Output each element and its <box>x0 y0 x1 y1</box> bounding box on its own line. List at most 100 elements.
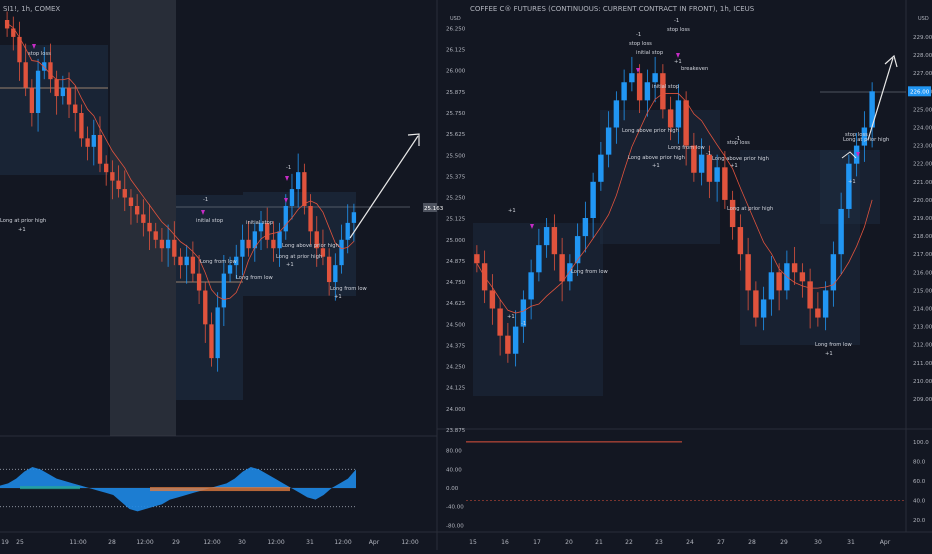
right-annotation: Long at prior high <box>727 206 773 212</box>
left-candle <box>159 239 165 249</box>
trade-zone-left-0 <box>0 45 108 175</box>
left-time-tick: 12:00 <box>203 539 220 546</box>
center-price-tick: 24.750 <box>446 280 466 286</box>
right-current-price: 226.00 <box>910 89 930 95</box>
right-candle <box>590 181 596 218</box>
center-price-tick: 25.125 <box>446 217 466 223</box>
left-candle <box>289 189 295 206</box>
left-annotation: initial stop <box>246 220 274 226</box>
left-candle <box>134 205 140 215</box>
left-candle <box>277 231 282 249</box>
right-annotation: -1 <box>735 136 740 142</box>
left-candle <box>165 239 171 249</box>
center-osc-tick: 0.00 <box>446 486 459 492</box>
left-candle <box>4 20 10 29</box>
right-time-tick: 23 <box>655 539 663 546</box>
right-candle <box>698 154 705 173</box>
left-candle <box>203 290 208 325</box>
left-candle <box>91 134 96 147</box>
center-price-tick: 23.875 <box>446 428 466 434</box>
right-price-tick: 215.00 <box>913 288 932 294</box>
left-time-tick: 19 <box>1 539 9 546</box>
left-moving-average <box>6 23 355 300</box>
right-annotation: initial stop <box>636 50 664 56</box>
left-annotation: +1 <box>286 262 294 268</box>
left-candle <box>35 70 41 113</box>
right-annotation: +1 <box>674 59 682 65</box>
right-candle <box>543 227 550 246</box>
right-candle <box>512 326 519 354</box>
right-moving-average <box>476 93 873 314</box>
left-time-tick: Apr <box>369 539 380 546</box>
left-candle <box>240 239 245 257</box>
center-price-tick: 25.875 <box>446 90 466 96</box>
right-candle <box>683 100 689 146</box>
left-candle <box>85 138 90 147</box>
left-candle <box>172 239 177 257</box>
right-osc-tick: 60.0 <box>913 479 926 485</box>
left-candle <box>345 222 350 240</box>
right-annotation: Long above prior high <box>622 128 679 134</box>
left-candle <box>60 87 66 97</box>
right-annotation: Long above prior high <box>628 155 685 161</box>
center-price-tick: 24.875 <box>446 259 466 265</box>
center-axis-unit: USD <box>450 16 461 22</box>
left-current-price: 25.163 <box>424 206 444 212</box>
right-candle <box>869 91 875 128</box>
center-price-tick: 26.125 <box>446 48 466 54</box>
left-annotation: Long at prior high <box>0 218 46 224</box>
stop-marker-left-1 <box>285 176 289 181</box>
right-price-tick: 224.00 <box>913 126 932 132</box>
stop-marker-left-3 <box>284 198 288 203</box>
left-candle <box>351 212 357 223</box>
left-annotation: +1 <box>334 294 342 300</box>
right-annotation: -1 <box>706 151 711 157</box>
right-price-tick: 217.00 <box>913 252 932 258</box>
stop-marker-right-1 <box>676 53 680 58</box>
right-annotation: stop loss <box>727 140 750 146</box>
left-candle <box>265 222 270 240</box>
left-candle <box>190 256 196 274</box>
left-time-tick: 12:00 <box>267 539 284 546</box>
right-candle <box>853 145 860 164</box>
right-osc-tick: 100.0 <box>913 440 929 446</box>
right-axis-unit: USD <box>918 16 929 22</box>
right-osc-tick: 40.0 <box>913 499 926 505</box>
right-annotation: Long above prior high <box>712 156 769 162</box>
left-header: SI1!, 1h, COMEX <box>3 5 61 13</box>
right-annotation: stop loss <box>845 132 868 138</box>
right-candle <box>574 236 581 264</box>
left-annotation: Long from low <box>200 259 238 265</box>
right-osc-tick: 80.0 <box>913 459 926 465</box>
right-candle <box>652 73 658 83</box>
right-annotation: +1 <box>508 208 516 214</box>
right-candle <box>660 73 666 110</box>
right-price-tick: 209.00 <box>913 397 932 403</box>
left-candle <box>66 87 72 105</box>
left-candle <box>221 273 227 308</box>
right-annotation: +1 <box>848 179 856 185</box>
right-candle <box>791 263 798 273</box>
center-price-tick: 26.000 <box>446 69 466 75</box>
left-candle <box>79 112 84 139</box>
left-candle <box>271 239 276 249</box>
left-candle <box>42 62 47 71</box>
left-candle <box>283 205 288 232</box>
center-price-tick: 24.375 <box>446 343 466 349</box>
left-candle <box>73 104 78 113</box>
left-annotation: Long above prior high <box>282 243 339 249</box>
right-candle <box>760 299 767 318</box>
left-candle <box>153 231 158 240</box>
right-candle <box>497 308 503 336</box>
right-candle <box>807 281 813 309</box>
right-time-tick: 20 <box>565 539 573 546</box>
left-candle <box>196 273 202 291</box>
left-candle <box>178 256 183 266</box>
right-price-tick: 212.00 <box>913 343 932 349</box>
left-candle <box>104 163 109 173</box>
left-candle <box>209 324 214 359</box>
trade-zone-right-1 <box>600 110 720 244</box>
left-candle <box>246 239 251 249</box>
left-candle <box>23 62 28 88</box>
